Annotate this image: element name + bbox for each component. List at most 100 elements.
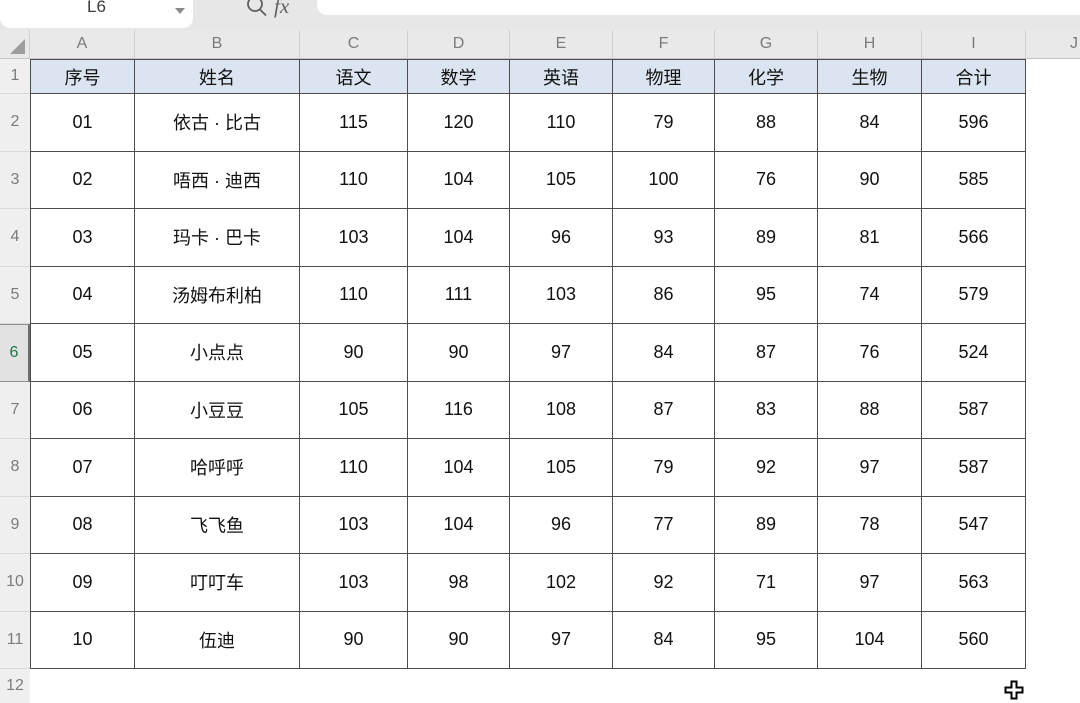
cell[interactable]: 90 (300, 324, 408, 382)
cell[interactable]: 97 (510, 324, 613, 382)
cell[interactable]: 120 (408, 94, 510, 152)
cell[interactable]: 97 (818, 554, 922, 612)
cell[interactable]: 100 (613, 151, 715, 209)
cell[interactable]: 587 (922, 439, 1026, 497)
cell[interactable]: 97 (510, 611, 613, 669)
cell[interactable]: 104 (408, 439, 510, 497)
column-header-a[interactable]: A (30, 30, 135, 58)
cell[interactable]: 哈呼呼 (135, 439, 300, 497)
column-header-h[interactable]: H (818, 30, 922, 58)
row-header-3[interactable]: 3 (0, 151, 30, 209)
cell-j1[interactable] (1026, 59, 1080, 94)
cell[interactable]: 110 (300, 266, 408, 324)
cell[interactable]: 116 (408, 381, 510, 439)
cell[interactable]: 77 (613, 496, 715, 554)
cell[interactable]: 92 (715, 439, 818, 497)
cell[interactable] (1026, 611, 1080, 669)
row-header-1[interactable]: 1 (0, 59, 30, 94)
cell[interactable]: 03 (30, 209, 135, 267)
cell[interactable]: 74 (818, 266, 922, 324)
cell[interactable]: 92 (613, 554, 715, 612)
cell[interactable]: 103 (300, 554, 408, 612)
cell[interactable]: 96 (510, 209, 613, 267)
column-header-d[interactable]: D (408, 30, 510, 58)
cell[interactable]: 10 (30, 611, 135, 669)
cell[interactable]: 87 (613, 381, 715, 439)
cell[interactable]: 103 (300, 496, 408, 554)
cell[interactable]: 104 (818, 611, 922, 669)
cell[interactable]: 玛卡 · 巴卡 (135, 209, 300, 267)
header-cell-xingming[interactable]: 姓名 (135, 59, 300, 94)
column-header-j[interactable]: J (1026, 30, 1080, 58)
cell[interactable] (1026, 209, 1080, 267)
cell[interactable]: 104 (408, 496, 510, 554)
cell[interactable]: 76 (818, 324, 922, 382)
cell[interactable]: 05 (30, 324, 135, 382)
cell[interactable] (1026, 381, 1080, 439)
header-cell-xuhao[interactable]: 序号 (30, 59, 135, 94)
column-header-f[interactable]: F (613, 30, 715, 58)
header-cell-heji[interactable]: 合计 (922, 59, 1026, 94)
select-all-corner[interactable] (0, 30, 30, 58)
cell[interactable]: 95 (715, 611, 818, 669)
cell[interactable]: 90 (408, 324, 510, 382)
cell[interactable]: 89 (715, 496, 818, 554)
cell[interactable]: 79 (613, 439, 715, 497)
cell[interactable]: 90 (818, 151, 922, 209)
cell[interactable]: 90 (300, 611, 408, 669)
header-cell-wuli[interactable]: 物理 (613, 59, 715, 94)
column-header-b[interactable]: B (135, 30, 300, 58)
cell[interactable]: 98 (408, 554, 510, 612)
empty-cells[interactable] (30, 669, 1080, 703)
cell[interactable]: 小豆豆 (135, 381, 300, 439)
cell[interactable]: 103 (300, 209, 408, 267)
formula-bar-input[interactable] (317, 0, 1080, 15)
row-header-12[interactable]: 12 (0, 669, 30, 703)
cell[interactable] (1026, 324, 1080, 382)
cell[interactable]: 88 (715, 94, 818, 152)
cell[interactable]: 104 (408, 151, 510, 209)
cell[interactable] (1026, 439, 1080, 497)
cell[interactable] (1026, 266, 1080, 324)
cell[interactable]: 84 (613, 611, 715, 669)
header-cell-yingyu[interactable]: 英语 (510, 59, 613, 94)
cell[interactable]: 111 (408, 266, 510, 324)
header-cell-shengwu[interactable]: 生物 (818, 59, 922, 94)
cell[interactable]: 103 (510, 266, 613, 324)
row-header-11[interactable]: 11 (0, 611, 30, 669)
cell[interactable]: 105 (300, 381, 408, 439)
header-cell-shuxue[interactable]: 数学 (408, 59, 510, 94)
cell[interactable]: 09 (30, 554, 135, 612)
cell[interactable]: 104 (408, 209, 510, 267)
cell[interactable]: 依古 · 比古 (135, 94, 300, 152)
chevron-down-icon[interactable] (175, 8, 185, 14)
cell[interactable]: 叮叮车 (135, 554, 300, 612)
cell[interactable]: 84 (613, 324, 715, 382)
cell[interactable] (1026, 151, 1080, 209)
cell[interactable]: 02 (30, 151, 135, 209)
cell[interactable]: 105 (510, 439, 613, 497)
row-header-4[interactable]: 4 (0, 209, 30, 267)
cell[interactable]: 110 (300, 439, 408, 497)
cell[interactable]: 587 (922, 381, 1026, 439)
cell[interactable] (1026, 94, 1080, 152)
cell[interactable]: 飞飞鱼 (135, 496, 300, 554)
cell[interactable]: 115 (300, 94, 408, 152)
cell[interactable]: 547 (922, 496, 1026, 554)
row-header-9[interactable]: 9 (0, 496, 30, 554)
cell[interactable]: 95 (715, 266, 818, 324)
row-header-10[interactable]: 10 (0, 554, 30, 612)
cell[interactable]: 07 (30, 439, 135, 497)
header-cell-huaxue[interactable]: 化学 (715, 59, 818, 94)
cell[interactable]: 08 (30, 496, 135, 554)
cell[interactable]: 小点点 (135, 324, 300, 382)
row-header-6-active[interactable]: 6 (0, 324, 30, 382)
cell[interactable]: 96 (510, 496, 613, 554)
cell[interactable]: 108 (510, 381, 613, 439)
cell[interactable]: 87 (715, 324, 818, 382)
cell[interactable]: 唔西 · 迪西 (135, 151, 300, 209)
row-header-7[interactable]: 7 (0, 381, 30, 439)
cell[interactable]: 524 (922, 324, 1026, 382)
cell[interactable]: 06 (30, 381, 135, 439)
header-cell-yuwen[interactable]: 语文 (300, 59, 408, 94)
